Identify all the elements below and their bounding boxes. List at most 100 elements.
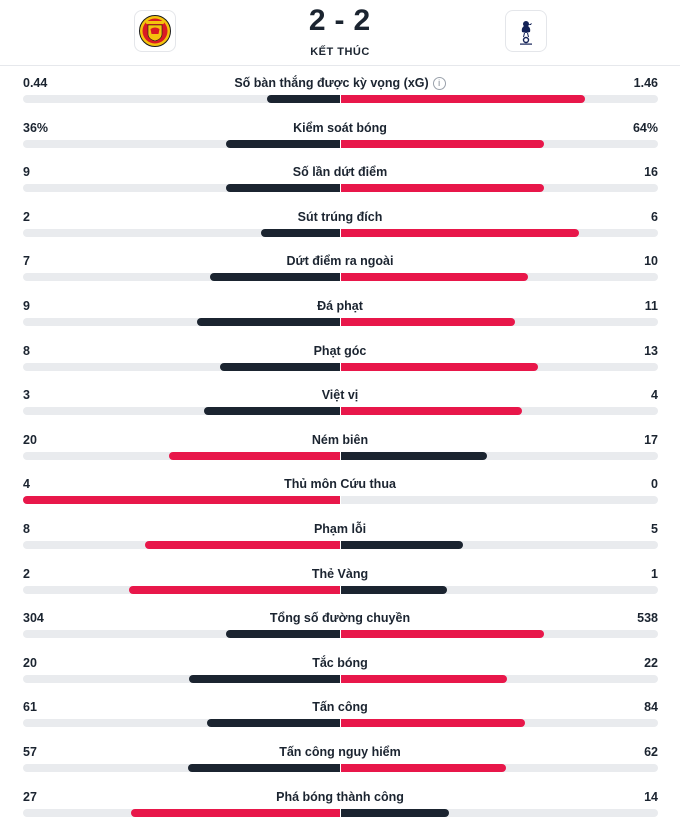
stat-row: 9 Số lần dứt điểm 16 bbox=[0, 161, 680, 206]
stat-row: 8 Phạm lỗi 5 bbox=[0, 518, 680, 563]
stat-label: Thẻ Vàng bbox=[140, 567, 540, 581]
away-stat-value: 11 bbox=[644, 299, 658, 313]
stat-label-text: Phạt góc bbox=[313, 343, 367, 358]
stat-row: 304 Tổng số đường chuyền 538 bbox=[0, 607, 680, 652]
home-stat-value: 61 bbox=[23, 700, 37, 715]
stat-row: 20 Tắc bóng 22 bbox=[0, 652, 680, 697]
info-icon[interactable]: i bbox=[432, 77, 446, 90]
home-stat-track bbox=[23, 808, 340, 817]
away-stat-bar bbox=[341, 674, 507, 683]
home-stat-bar bbox=[145, 541, 340, 549]
stat-label-text: Tấn công bbox=[312, 700, 368, 715]
stat-label: Đá phạt bbox=[140, 299, 540, 313]
home-stat-track bbox=[23, 273, 340, 282]
stat-label: Số bàn thắng được kỳ vọng (xG) i bbox=[140, 76, 540, 90]
away-stat-value: 22 bbox=[644, 655, 658, 670]
away-stat-value: 1 bbox=[651, 566, 658, 581]
stat-label: Dứt điểm ra ngoài bbox=[140, 254, 540, 268]
away-stat-bar bbox=[341, 808, 449, 817]
away-stat-bar bbox=[341, 719, 525, 728]
stat-label: Kiểm soát bóng bbox=[140, 121, 540, 135]
stat-label: Tắc bóng bbox=[140, 656, 540, 670]
away-stat-bar bbox=[341, 630, 544, 639]
away-stat-bar bbox=[341, 184, 544, 193]
stat-row: 57 Tấn công nguy hiểm 62 bbox=[0, 741, 680, 786]
stat-row: 9 Đá phạt 11 bbox=[0, 295, 680, 340]
home-stat-track bbox=[23, 719, 340, 728]
away-stat-bar bbox=[341, 228, 579, 237]
stat-row: 61 Tấn công 84 bbox=[0, 696, 680, 741]
home-team-crest[interactable] bbox=[134, 10, 176, 52]
home-stat-bar bbox=[189, 674, 340, 683]
home-stat-bar bbox=[169, 451, 340, 460]
home-score: 2 bbox=[308, 4, 327, 37]
home-stat-value: 9 bbox=[23, 165, 30, 180]
home-stat-bar bbox=[210, 273, 340, 282]
stat-label-text: Số lần dứt điểm bbox=[292, 165, 388, 180]
stat-label-text: Tổng số đường chuyền bbox=[269, 611, 411, 626]
stat-row: 7 Dứt điểm ra ngoài 10 bbox=[0, 250, 680, 295]
away-stat-track bbox=[341, 764, 658, 772]
home-stat-bar bbox=[23, 496, 340, 505]
home-stat-track bbox=[23, 451, 340, 460]
home-stat-track bbox=[23, 630, 340, 639]
home-stat-value: 3 bbox=[23, 388, 30, 403]
away-stat-track bbox=[341, 184, 658, 193]
home-stat-track bbox=[23, 228, 340, 237]
home-stat-bar bbox=[197, 318, 340, 326]
home-stat-track bbox=[23, 95, 340, 103]
away-stat-bar bbox=[341, 764, 506, 772]
scoreline: 2-2 bbox=[0, 4, 680, 38]
stat-label-text: Kiểm soát bóng bbox=[293, 120, 387, 135]
home-stat-bar bbox=[261, 228, 340, 237]
away-team-crest[interactable] bbox=[505, 10, 547, 52]
away-stat-track bbox=[341, 541, 658, 549]
manchester-united-crest-icon bbox=[139, 15, 171, 47]
away-stat-track bbox=[341, 808, 658, 817]
stat-row: 36% Kiểm soát bóng 64% bbox=[0, 117, 680, 162]
home-stat-value: 36% bbox=[23, 120, 49, 135]
home-stat-value: 2 bbox=[23, 209, 30, 224]
home-stat-track bbox=[23, 362, 340, 371]
home-stat-bar bbox=[226, 139, 340, 148]
away-stat-value: 84 bbox=[644, 700, 658, 715]
away-stat-value: 14 bbox=[644, 789, 658, 804]
away-stat-value: 13 bbox=[644, 343, 658, 358]
away-stat-value: 5 bbox=[651, 522, 658, 536]
home-stat-value: 4 bbox=[23, 477, 30, 492]
home-stat-track bbox=[23, 541, 340, 549]
away-stat-value: 538 bbox=[637, 611, 658, 626]
home-stat-bar bbox=[220, 362, 340, 371]
match-header: 2-2 KẾT THÚC bbox=[0, 0, 680, 66]
home-stat-track bbox=[23, 139, 340, 148]
away-stat-track bbox=[341, 674, 658, 683]
home-stat-value: 9 bbox=[23, 299, 30, 313]
away-score: 2 bbox=[353, 4, 372, 37]
away-stat-value: 10 bbox=[644, 254, 658, 269]
away-stat-track bbox=[341, 407, 658, 416]
away-stat-track bbox=[341, 318, 658, 326]
away-stat-bar bbox=[341, 273, 528, 282]
home-stat-value: 0.44 bbox=[23, 76, 48, 90]
home-stat-bar bbox=[226, 184, 340, 193]
stat-label-text: Số bàn thắng được kỳ vọng (xG) bbox=[234, 76, 429, 90]
home-stat-value: 2 bbox=[23, 566, 30, 581]
home-stat-bar bbox=[267, 95, 340, 103]
away-stat-track bbox=[341, 719, 658, 728]
stat-label: Phạt góc bbox=[140, 344, 540, 358]
away-stat-value: 4 bbox=[651, 388, 658, 403]
score-separator: - bbox=[334, 4, 346, 37]
stat-label-text: Tấn công nguy hiểm bbox=[279, 745, 401, 759]
home-stat-value: 8 bbox=[23, 522, 30, 536]
stat-label-text: Thủ môn Cứu thua bbox=[284, 477, 396, 492]
away-stat-bar bbox=[341, 95, 585, 103]
home-stat-bar bbox=[188, 764, 340, 772]
home-stat-track bbox=[23, 496, 340, 505]
stat-row: 27 Phá bóng thành công 14 bbox=[0, 786, 680, 824]
stat-label: Ném biên bbox=[140, 433, 540, 447]
away-stat-track bbox=[341, 228, 658, 237]
home-stat-value: 304 bbox=[23, 611, 44, 626]
home-stat-value: 20 bbox=[23, 432, 37, 447]
stat-label-text: Phá bóng thành công bbox=[276, 789, 404, 804]
stat-label-text: Dứt điểm ra ngoài bbox=[286, 254, 394, 269]
